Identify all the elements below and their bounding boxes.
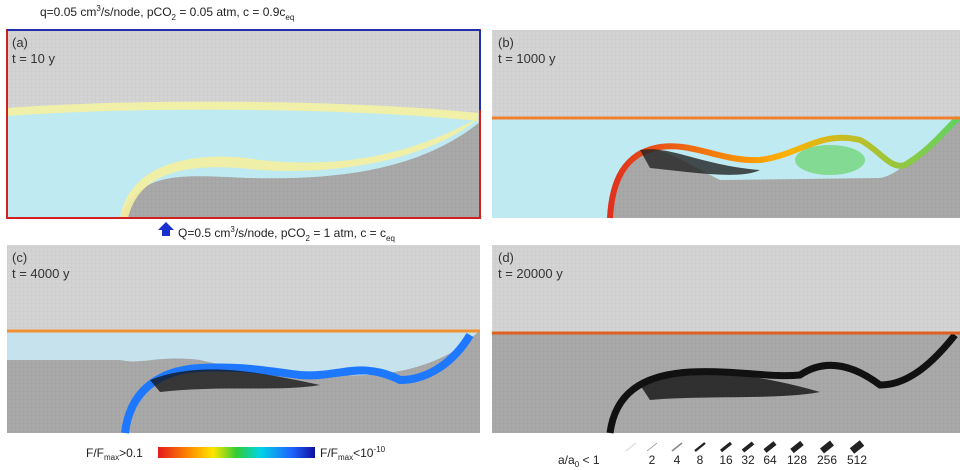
aperture-swatch — [694, 442, 706, 452]
aperture-value: 8 — [697, 453, 704, 467]
panel-label: (d) — [498, 250, 514, 265]
top-annotation: q=0.05 cm3/s/node, pCO2 = 0.05 atm, c = … — [40, 4, 294, 22]
panel-label: (b) — [498, 35, 514, 50]
aperture-swatch — [720, 441, 732, 453]
aperture-swatch — [671, 442, 683, 452]
panel-time: t = 10 y — [12, 51, 55, 66]
colorbar: F/Fmax>0.1 F/Fmax<10-10 — [86, 445, 386, 462]
aperture-swatch — [763, 441, 777, 453]
aperture-swatch — [741, 441, 755, 453]
aperture-legend: a/a0 < 1 2 4 8 16 32 64 128 256 512 — [558, 440, 867, 469]
aperture-value: 32 — [741, 453, 755, 467]
panel-c: (c) t = 4000 y — [7, 245, 480, 434]
panel-a: (a) t = 10 y — [6, 29, 481, 219]
panel-label: (a) — [12, 35, 28, 50]
aperture-swatch — [820, 440, 834, 454]
panel-time: t = 4000 y — [12, 266, 70, 281]
colorbar-right-label: F/Fmax<10-10 — [320, 445, 386, 462]
aperture-value: 16 — [719, 453, 733, 467]
panel-b: (b) t = 1000 y — [492, 30, 960, 219]
aperture-swatch — [849, 440, 865, 454]
aperture-value: 4 — [674, 453, 681, 467]
aperture-value: 512 — [847, 453, 867, 467]
aperture-swatch — [790, 440, 804, 454]
colorbar-left-label: F/Fmax>0.1 — [86, 446, 143, 462]
aperture-value: 2 — [649, 453, 656, 467]
aperture-value: 128 — [787, 453, 807, 467]
aperture-label: a/a0 < 1 — [558, 453, 600, 469]
panel-d: (d) t = 20000 y — [492, 245, 960, 434]
aperture-value: 256 — [817, 453, 837, 467]
aperture-swatch — [646, 442, 658, 452]
inflow-arrow — [158, 222, 174, 236]
panel-time: t = 20000 y — [498, 266, 563, 281]
aperture-value: 64 — [763, 453, 777, 467]
panel-time: t = 1000 y — [498, 51, 556, 66]
bottom-annotation: Q=0.5 cm3/s/node, pCO2 = 1 atm, c = ceq — [178, 225, 395, 243]
panel-label: (c) — [12, 250, 27, 265]
